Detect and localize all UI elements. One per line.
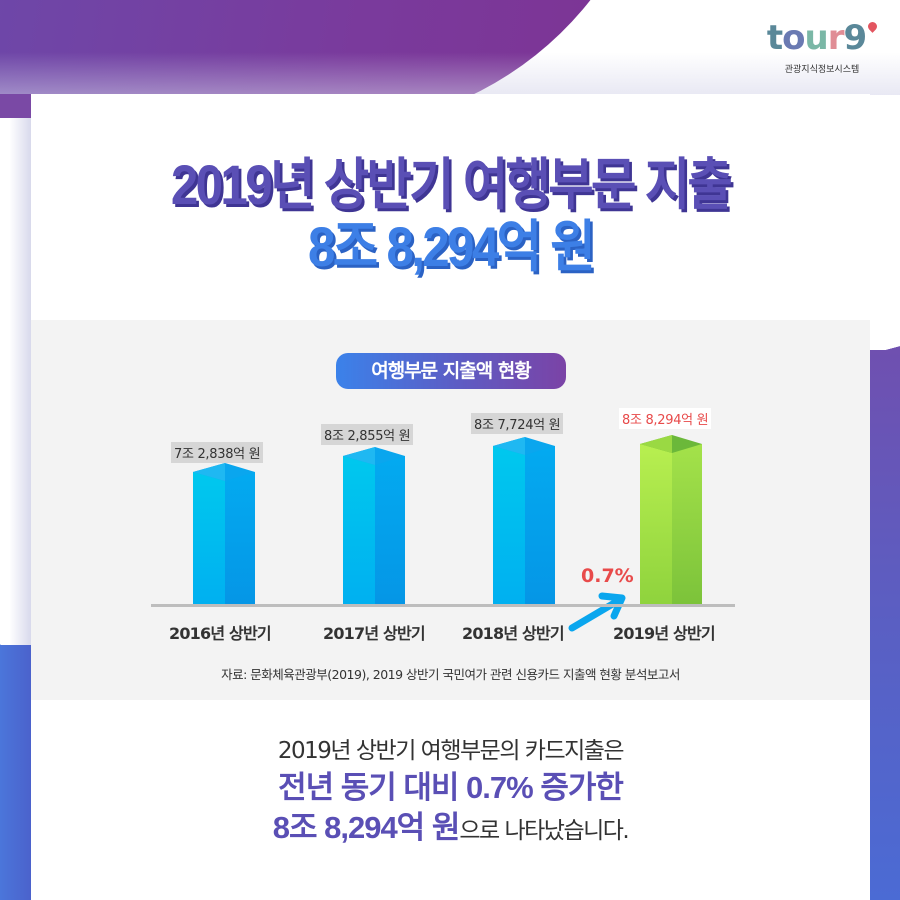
content-card: 2019년 상반기 여행부문 지출 8조 8,294억 원 여행부문 지출액 현… — [31, 94, 870, 900]
decorative-left-purple — [0, 94, 31, 118]
x-axis-label: 2018년 상반기 — [462, 624, 565, 643]
decorative-left-band — [0, 645, 31, 900]
bar-2016 — [193, 463, 255, 604]
tour9-logo: tour9 관광지식정보시스템 — [762, 18, 882, 88]
bar-value-label: 8조 7,724억 원 — [471, 413, 564, 434]
headline: 2019년 상반기 여행부문 지출 8조 8,294억 원 — [31, 154, 870, 278]
bar-2018 — [493, 437, 555, 604]
bar-value-label: 8조 2,855억 원 — [321, 424, 414, 445]
logo-wordmark: tour9 — [762, 18, 882, 58]
logo-subtitle: 관광지식정보시스템 — [784, 65, 860, 75]
bar-value-label-highlight: 8조 8,294억 원 — [619, 408, 712, 429]
summary-text: 2019년 상반기 여행부문의 카드지출은 전년 동기 대비 0.7% 증가한 … — [31, 734, 870, 853]
x-axis-label: 2019년 상반기 — [613, 624, 716, 643]
bar-2017 — [343, 447, 405, 604]
bar-2019 — [640, 435, 702, 604]
decorative-right-band — [870, 350, 900, 900]
headline-amount: 8조 8,294억 원 — [307, 215, 596, 278]
growth-percentage: 0.7% — [581, 565, 634, 587]
summary-line-3: 8조 8,294억 원으로 나타났습니다. — [31, 808, 870, 853]
decorative-top-fade — [0, 0, 900, 95]
summary-amount: 8조 8,294억 원 — [272, 810, 461, 845]
decorative-left-fade — [0, 115, 31, 645]
summary-ending: 으로 나타났습니다. — [459, 818, 629, 844]
summary-line-2: 전년 동기 대비 0.7% 증가한 — [278, 770, 624, 805]
x-axis-line — [151, 604, 735, 607]
x-axis-label: 2017년 상반기 — [323, 624, 426, 643]
chart-title: 여행부문 지출액 현황 — [336, 353, 566, 389]
x-axis-label: 2016년 상반기 — [169, 624, 272, 643]
summary-line-1: 2019년 상반기 여행부문의 카드지출은 — [277, 738, 625, 764]
data-source-note: 자료: 문화체육관광부(2019), 2019 상반기 국민여가 관련 신용카드… — [221, 667, 680, 682]
bar-value-label: 7조 2,838억 원 — [171, 442, 264, 463]
chart-panel: 여행부문 지출액 현황 7조 2,838억 원 8조 2,855억 원 8조 7… — [31, 320, 870, 700]
map-pin-icon — [866, 20, 880, 33]
headline-title: 2019년 상반기 여행부문 지출 — [170, 153, 733, 216]
